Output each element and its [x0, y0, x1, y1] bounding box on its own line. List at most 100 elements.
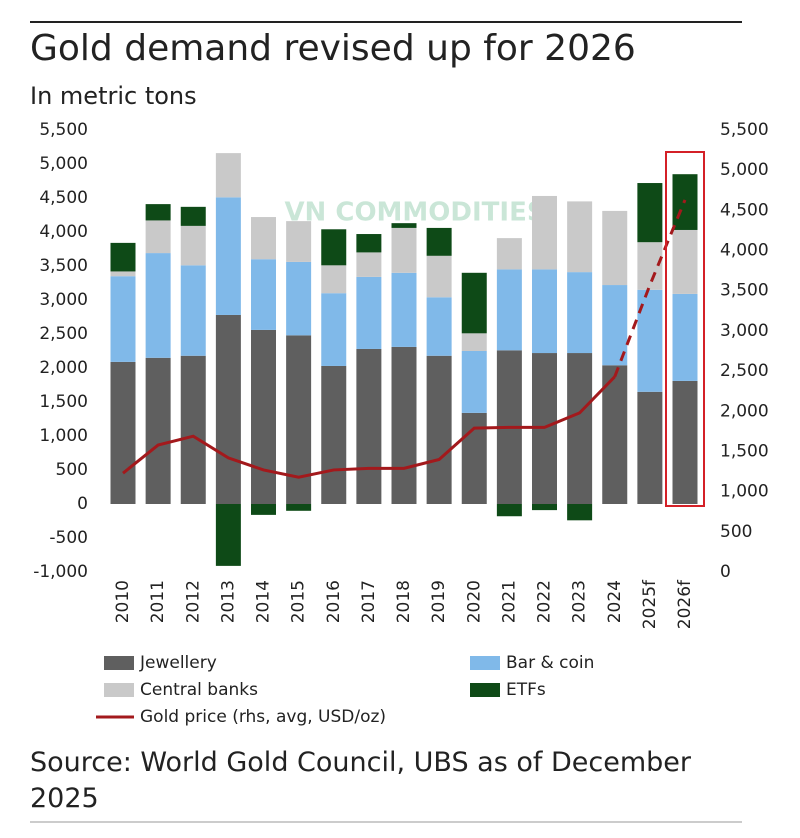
legend-label: Gold price (rhs, avg, USD/oz): [140, 707, 386, 727]
highlight-box: [665, 151, 705, 507]
bar-segment: [602, 365, 628, 504]
bar-segment: [145, 220, 171, 254]
bar-segment: [567, 201, 593, 273]
bar-segment: [356, 252, 382, 277]
bar-segment: [215, 153, 241, 198]
x-tick-label: 2023: [570, 580, 590, 623]
bar-segment: [532, 195, 557, 270]
bar-segment: [391, 227, 417, 273]
x-tick-label: 2018: [394, 580, 414, 623]
bar-segment: [286, 221, 312, 262]
y-tick-label: 1,500: [39, 392, 88, 412]
bar-segment: [215, 504, 241, 566]
bar-segment: [180, 206, 206, 226]
watermark: VN COMMODITIES: [284, 198, 545, 228]
x-tick-label: 2025f: [640, 579, 660, 629]
y-tick-label: 1,000: [39, 426, 88, 446]
x-tick-label: 2026f: [675, 579, 695, 629]
x-tick-label: 2016: [324, 580, 344, 623]
bar-segment: [426, 255, 452, 298]
bar-segment: [672, 293, 698, 381]
bar-segment: [251, 504, 276, 515]
bar-segment: [180, 355, 206, 504]
bar-segment: [532, 269, 557, 354]
bar-segment: [110, 276, 136, 362]
bar-segment: [110, 361, 136, 504]
bar-segment: [286, 504, 312, 511]
bar-segment: [567, 353, 593, 504]
bar-segment: [145, 357, 171, 504]
bar-segment: [391, 346, 417, 504]
y2-tick-label: 5,000: [720, 160, 769, 180]
bar-segment: [426, 227, 452, 256]
legend-label: Bar & coin: [506, 653, 594, 673]
legend-label: Central banks: [140, 680, 258, 700]
bar-segment: [637, 242, 663, 290]
bar-segment: [145, 253, 171, 358]
chart-title: Gold demand revised up for 2026: [30, 28, 636, 69]
y2-tick-label: 2,500: [720, 361, 769, 381]
bar-segment: [215, 197, 241, 315]
bar-segment: [251, 329, 276, 504]
y-tick-label: 3,000: [39, 290, 88, 310]
legend-label: Jewellery: [139, 653, 217, 673]
bar-segment: [356, 234, 382, 253]
x-tick-label: 2017: [359, 580, 379, 623]
bar-segment: [532, 504, 557, 511]
y-tick-label: 5,500: [39, 120, 88, 140]
x-tick-label: 2020: [464, 580, 484, 623]
y2-tick-label: 5,500: [720, 120, 769, 140]
bar-segment: [461, 272, 487, 334]
legend-label: ETFs: [506, 680, 546, 700]
y-tick-label: -500: [49, 528, 88, 548]
source-note: Source: World Gold Council, UBS as of De…: [30, 747, 691, 814]
y2-tick-label: 500: [720, 522, 752, 542]
x-tick-label: 2013: [218, 580, 238, 623]
bar-segment: [251, 259, 276, 330]
bar-segment: [145, 204, 171, 221]
legend-swatch: [104, 683, 134, 697]
price-line: [122, 375, 616, 479]
bar-segment: [180, 225, 206, 266]
y2-tick-label: 4,500: [720, 200, 769, 220]
y-tick-label: 500: [56, 460, 88, 480]
y-tick-label: 4,500: [39, 188, 88, 208]
y-tick-label: 0: [77, 494, 88, 514]
bar-segment: [356, 276, 382, 349]
y2-tick-label: 3,500: [720, 281, 769, 301]
y2-tick-label: 0: [720, 562, 731, 582]
bar-segment: [637, 183, 663, 243]
bar-segment: [496, 504, 522, 517]
bar-segment: [180, 265, 206, 356]
bar-segment: [567, 272, 593, 354]
bar-segment: [461, 333, 487, 351]
x-tick-label: 2021: [499, 580, 519, 623]
bar-segment: [321, 293, 347, 366]
bar-segment: [426, 355, 452, 504]
x-tick-label: 2015: [289, 580, 309, 623]
x-tick-label: 2014: [254, 580, 274, 623]
bar-segment: [602, 210, 628, 286]
bar-segment: [672, 229, 698, 294]
bar-segment: [426, 297, 452, 356]
y-tick-label: 4,000: [39, 222, 88, 242]
bar-segment: [286, 261, 312, 336]
bar-segment: [391, 223, 417, 228]
x-tick-label: 2012: [183, 580, 203, 623]
bar-segment: [321, 265, 347, 294]
y-tick-label: 5,000: [39, 154, 88, 174]
legend-swatch: [470, 683, 500, 697]
bar-segment: [496, 238, 522, 270]
bar-segment: [251, 217, 276, 260]
x-tick-label: 2011: [148, 580, 168, 623]
bar-segment: [496, 269, 522, 351]
chart-subtitle: In metric tons: [30, 82, 197, 110]
bar-segment: [110, 242, 136, 272]
bar-segment: [286, 335, 312, 504]
x-tick-label: 2022: [535, 580, 555, 623]
x-tick-label: 2024: [605, 580, 625, 623]
y2-tick-label: 3,000: [720, 321, 769, 341]
bar-segment: [567, 504, 593, 521]
